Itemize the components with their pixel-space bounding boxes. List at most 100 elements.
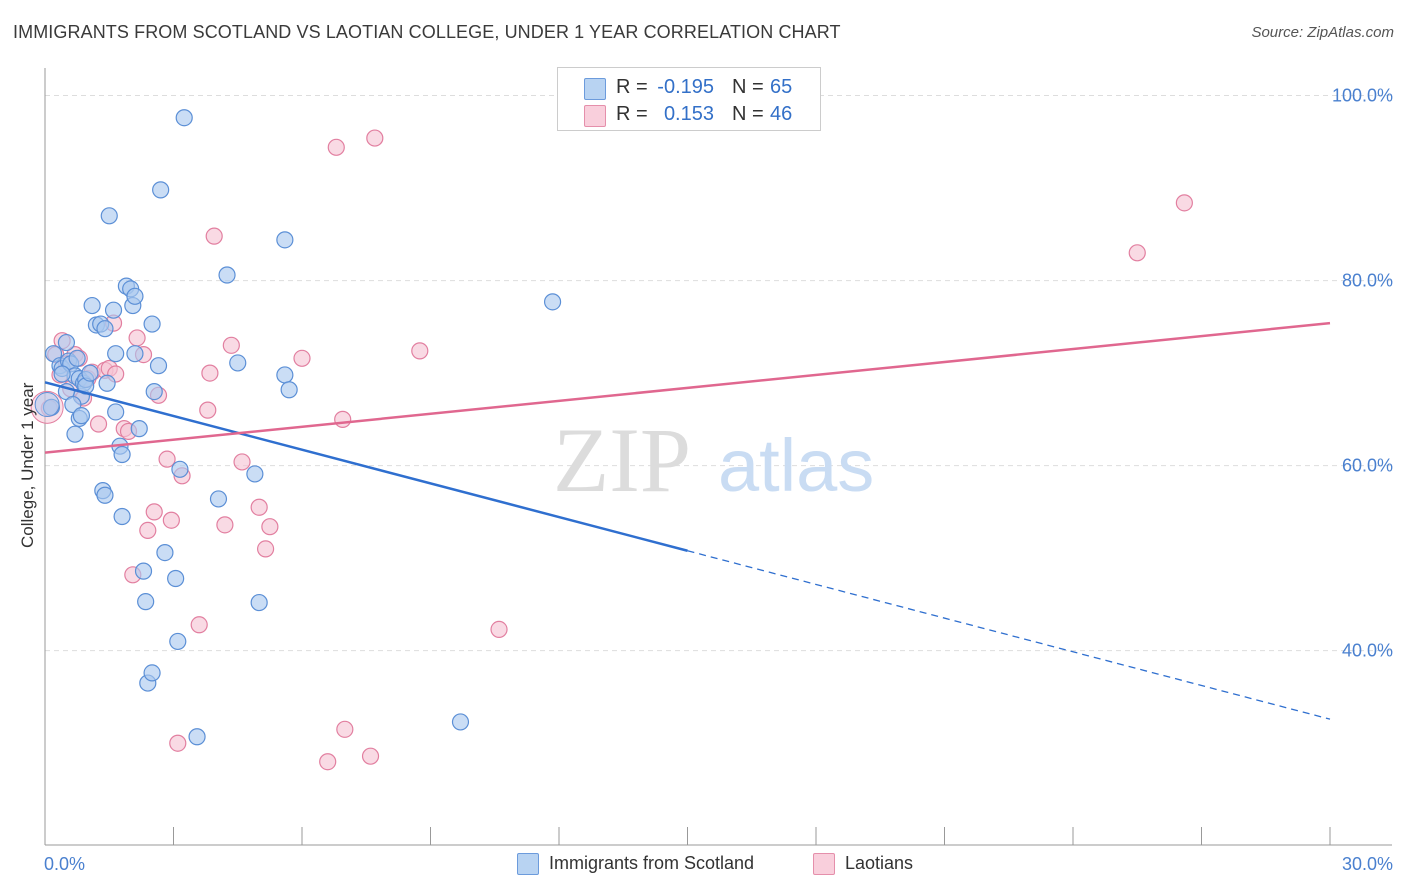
laotians-trendline <box>44 321 1331 454</box>
bottom-legend-label-scotland: Immigrants from Scotland <box>549 853 755 873</box>
scotland-point <box>167 569 185 588</box>
watermark: ZIP atlas <box>553 409 874 511</box>
scotland-point <box>66 425 84 443</box>
axes <box>44 68 1392 846</box>
laotians-point <box>256 540 275 558</box>
laotians-point <box>128 329 146 347</box>
x-tick-label: 30.0% <box>1342 854 1393 874</box>
laotians-point <box>169 734 187 752</box>
scotland-point <box>126 345 144 363</box>
scotland-point <box>134 562 153 580</box>
legend-n-label: N = <box>732 76 764 98</box>
scotland-point <box>96 320 114 338</box>
y-tick-label: 80.0% <box>1342 271 1393 291</box>
laotians-point <box>1128 244 1146 262</box>
laotians-point <box>205 227 223 245</box>
tick-labels: 40.0% 60.0% 80.0% 100.0% 0.0% 30.0% <box>44 86 1393 874</box>
scotland-point <box>276 366 294 384</box>
laotians-point <box>334 410 352 428</box>
scotland-point <box>276 231 294 249</box>
scotland-point <box>169 632 187 651</box>
scotland-point <box>34 392 60 418</box>
gridlines <box>45 95 1392 652</box>
y-tick-label: 40.0% <box>1342 641 1393 661</box>
scotland-point <box>57 333 76 352</box>
scotland-point <box>209 490 228 508</box>
scotland-point <box>143 315 161 333</box>
scotland-point <box>171 460 189 478</box>
legend-swatch-laotians <box>584 105 606 127</box>
laotians-point <box>190 616 208 634</box>
laotians-point <box>89 415 108 433</box>
y-tick-label: 100.0% <box>1332 86 1393 106</box>
scotland-point <box>280 381 298 399</box>
scotland-point <box>107 345 125 363</box>
bottom-legend-swatch-scotland <box>517 853 539 875</box>
legend-r-value: 0.153 <box>663 103 714 125</box>
scotland-point <box>126 287 144 305</box>
scotland-point <box>137 593 155 611</box>
scotland-point <box>53 365 71 383</box>
scotland-point <box>81 364 99 382</box>
legend-swatch-scotland <box>584 78 606 100</box>
laotians-point <box>366 129 384 147</box>
scotland-point <box>143 664 161 682</box>
laotians-point <box>162 511 180 529</box>
laotians-point <box>201 364 219 382</box>
legend-row-laotians: R = 0.153 N = 46 <box>558 101 820 129</box>
stats-legend: R = -0.195 N = 65 R = 0.153 N = 46 <box>557 67 821 131</box>
legend-n-label: N = <box>732 103 764 125</box>
scotland-point <box>113 445 131 464</box>
scotland-point <box>175 109 193 127</box>
scotland-point <box>100 207 118 225</box>
scotland-point <box>218 266 236 284</box>
legend-r-label: R = <box>616 76 648 98</box>
scotland-point <box>145 383 163 401</box>
legend-n-value: 46 <box>770 103 793 125</box>
laotians-point <box>139 521 157 539</box>
x-tick-label: 0.0% <box>44 854 85 874</box>
laotians-point <box>293 349 311 367</box>
trendlines <box>44 321 1331 720</box>
scotland-point <box>113 507 131 526</box>
scotland-point <box>152 181 170 199</box>
scotland-point <box>104 301 123 319</box>
scotland-point <box>98 374 116 392</box>
laotians-point <box>222 336 240 354</box>
scotland-point <box>451 713 470 731</box>
scotland-point <box>543 293 562 311</box>
laotians-point <box>199 401 217 419</box>
laotians-point <box>411 342 429 360</box>
laotians-point <box>233 453 251 471</box>
laotians-point <box>490 620 508 639</box>
scotland-point <box>246 465 264 483</box>
scotland-point <box>68 349 86 367</box>
laotians-point <box>145 503 163 521</box>
laotians-point <box>250 498 268 516</box>
laotians-point <box>216 516 234 534</box>
laotians-point <box>327 138 345 156</box>
legend-r-value: -0.195 <box>657 76 714 98</box>
bottom-legend-label-laotians: Laotians <box>845 853 914 873</box>
scotland-point <box>107 403 125 421</box>
scotland-point <box>156 544 174 562</box>
laotians-point <box>336 720 354 738</box>
laotians-point <box>361 747 380 765</box>
source-label: Source: ZipAtlas.com <box>1251 24 1394 41</box>
scotland-point <box>130 420 148 438</box>
legend-row-scotland: R = -0.195 N = 65 <box>558 74 820 102</box>
scotland-trendline-extension <box>687 550 1331 720</box>
scotland-point <box>229 354 247 372</box>
legend-r-label: R = <box>616 103 648 125</box>
watermark-atlas: atlas <box>718 424 874 507</box>
scotland-point <box>149 357 168 375</box>
y-axis-label: College, Under 1 year <box>18 382 37 548</box>
bottom-legend-swatch-laotians <box>813 853 835 875</box>
laotians-point <box>261 518 279 536</box>
scotland-trendline <box>44 381 688 552</box>
watermark-zip: ZIP <box>553 409 691 511</box>
scotland-point <box>83 296 101 315</box>
scotland-points <box>34 109 562 746</box>
scotland-point <box>250 593 268 612</box>
